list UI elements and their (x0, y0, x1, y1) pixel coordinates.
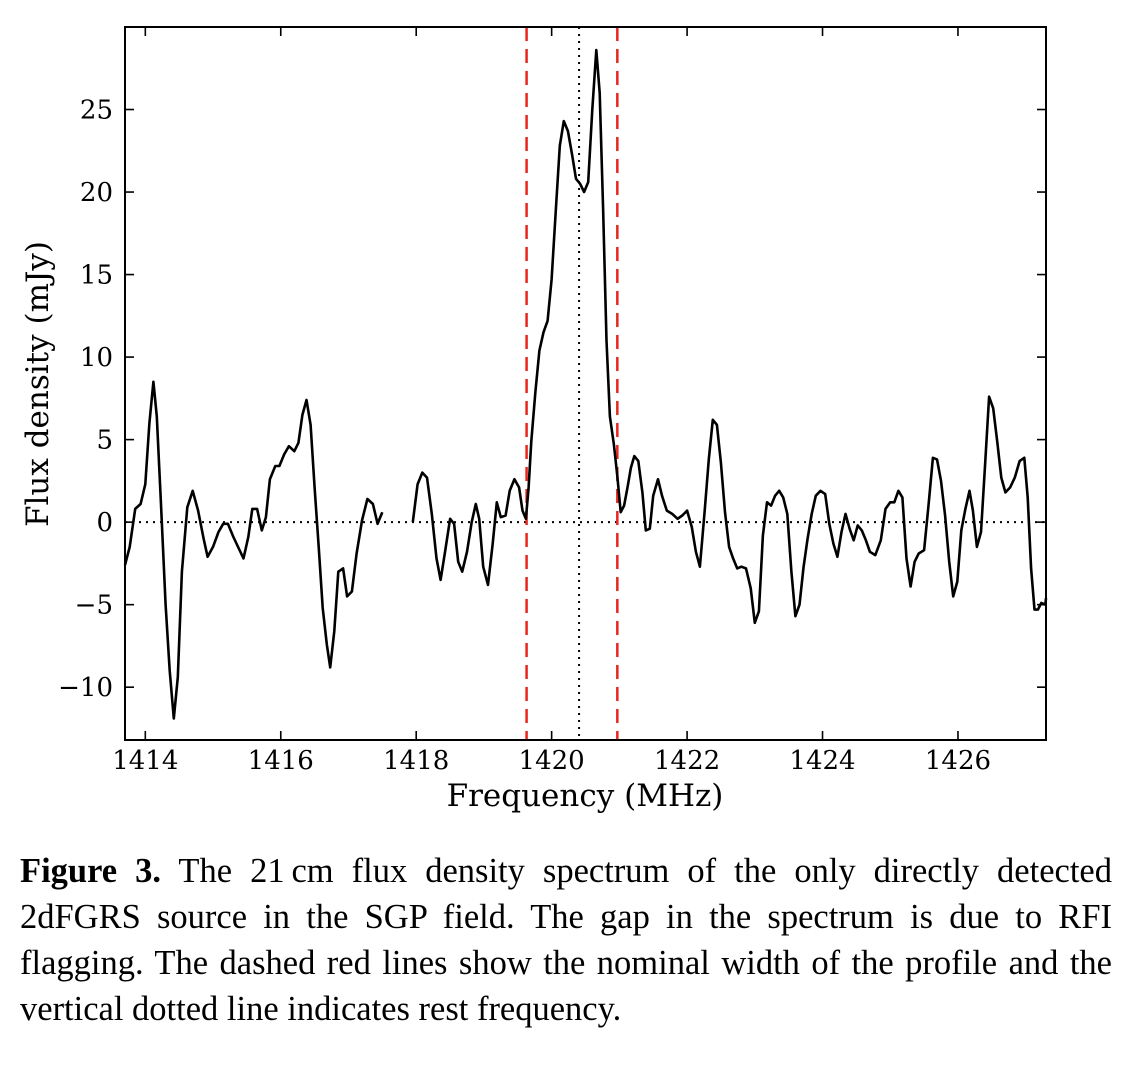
x-tick-label: 1416 (248, 746, 314, 776)
spectrum-line-segment-1 (123, 380, 384, 720)
x-tick-label: 1426 (925, 746, 991, 776)
y-tick-label: 25 (80, 96, 113, 126)
caption-text: The 21 cm flux density spectrum of the o… (20, 852, 1112, 1028)
x-axis-label: Frequency (MHz) (447, 778, 724, 814)
x-tick-label: 1424 (789, 746, 855, 776)
plot-frame (124, 26, 1047, 741)
x-tick-label: 1420 (519, 746, 585, 776)
caption-label: Figure 3. (20, 852, 161, 890)
y-tick-label: −5 (75, 591, 113, 621)
y-axis-label: Flux density (mJy) (20, 241, 56, 527)
y-tick-label: 10 (80, 343, 113, 373)
x-tick-label: 1422 (654, 746, 720, 776)
y-tick-label: 20 (80, 178, 113, 208)
y-tick-label: 0 (96, 508, 113, 538)
axes: 1414 1416 1418 1420 1422 1424 1426 −10 −5 0 5 10 15 2… (58, 26, 1047, 776)
chart-figure: 1414 1416 1418 1420 1422 1424 1426 −10 −5 0 5 10 15 2… (20, 26, 1048, 814)
y-tick-label: 5 (96, 426, 113, 456)
figure-caption: Figure 3. The 21 cm flux density spectru… (20, 848, 1112, 1032)
spectrum-line-segment-2 (411, 48, 1048, 625)
x-tick-label: 1414 (112, 746, 178, 776)
x-tick-label: 1418 (383, 746, 449, 776)
y-tick-label: −10 (58, 673, 113, 703)
plot-area (123, 27, 1048, 740)
y-tick-label: 15 (80, 261, 113, 291)
